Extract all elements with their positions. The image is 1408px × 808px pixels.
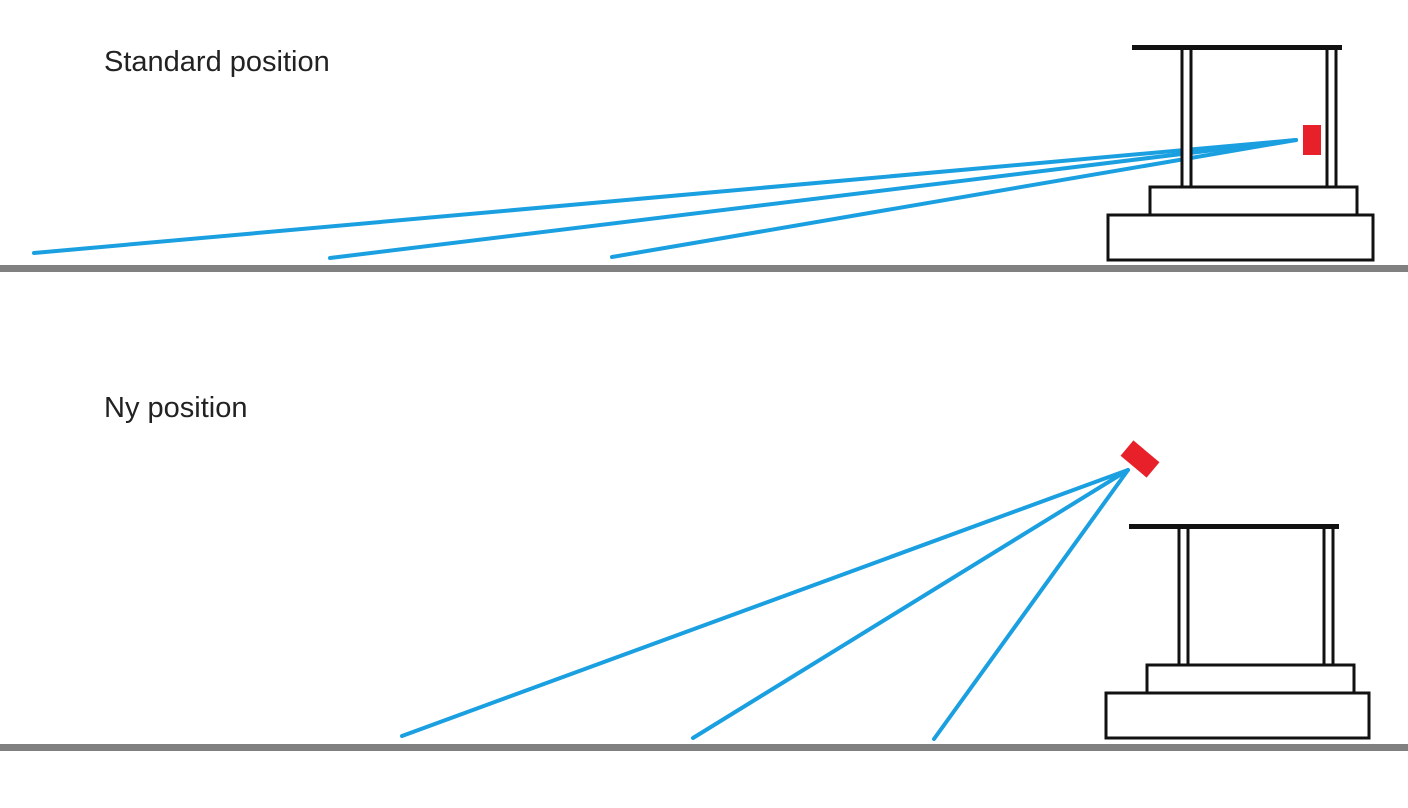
machine-post-left (1177, 525, 1190, 667)
machine-base-upper (1148, 185, 1359, 217)
machine-ny (1104, 524, 1371, 740)
machine-top-bar (1132, 45, 1342, 50)
machine-post-left (1180, 46, 1193, 189)
panel-ny-position: Ny position (0, 392, 1408, 751)
sensor-ny (1120, 440, 1160, 478)
beam-mid (691, 468, 1130, 740)
machine-base-lower (1106, 213, 1375, 262)
sensor-standard (1303, 125, 1321, 155)
machine-standard (1106, 45, 1375, 262)
ground-line-ny (0, 744, 1408, 751)
beam-mid (328, 138, 1298, 260)
beam-group-ny (400, 468, 1130, 741)
beam-far (32, 138, 1298, 255)
panel-label-ny: Ny position (104, 392, 247, 424)
ground-line-standard (0, 265, 1408, 272)
machine-base-lower (1104, 691, 1371, 740)
machine-post-right (1325, 46, 1338, 189)
machine-top-bar (1129, 524, 1339, 529)
machine-post-right (1322, 525, 1335, 667)
machine-base-upper (1145, 663, 1356, 695)
beam-near (932, 468, 1130, 741)
panel-label-standard: Standard position (104, 46, 330, 78)
beam-far (400, 468, 1130, 738)
panel-standard-position: Standard position (0, 45, 1408, 272)
